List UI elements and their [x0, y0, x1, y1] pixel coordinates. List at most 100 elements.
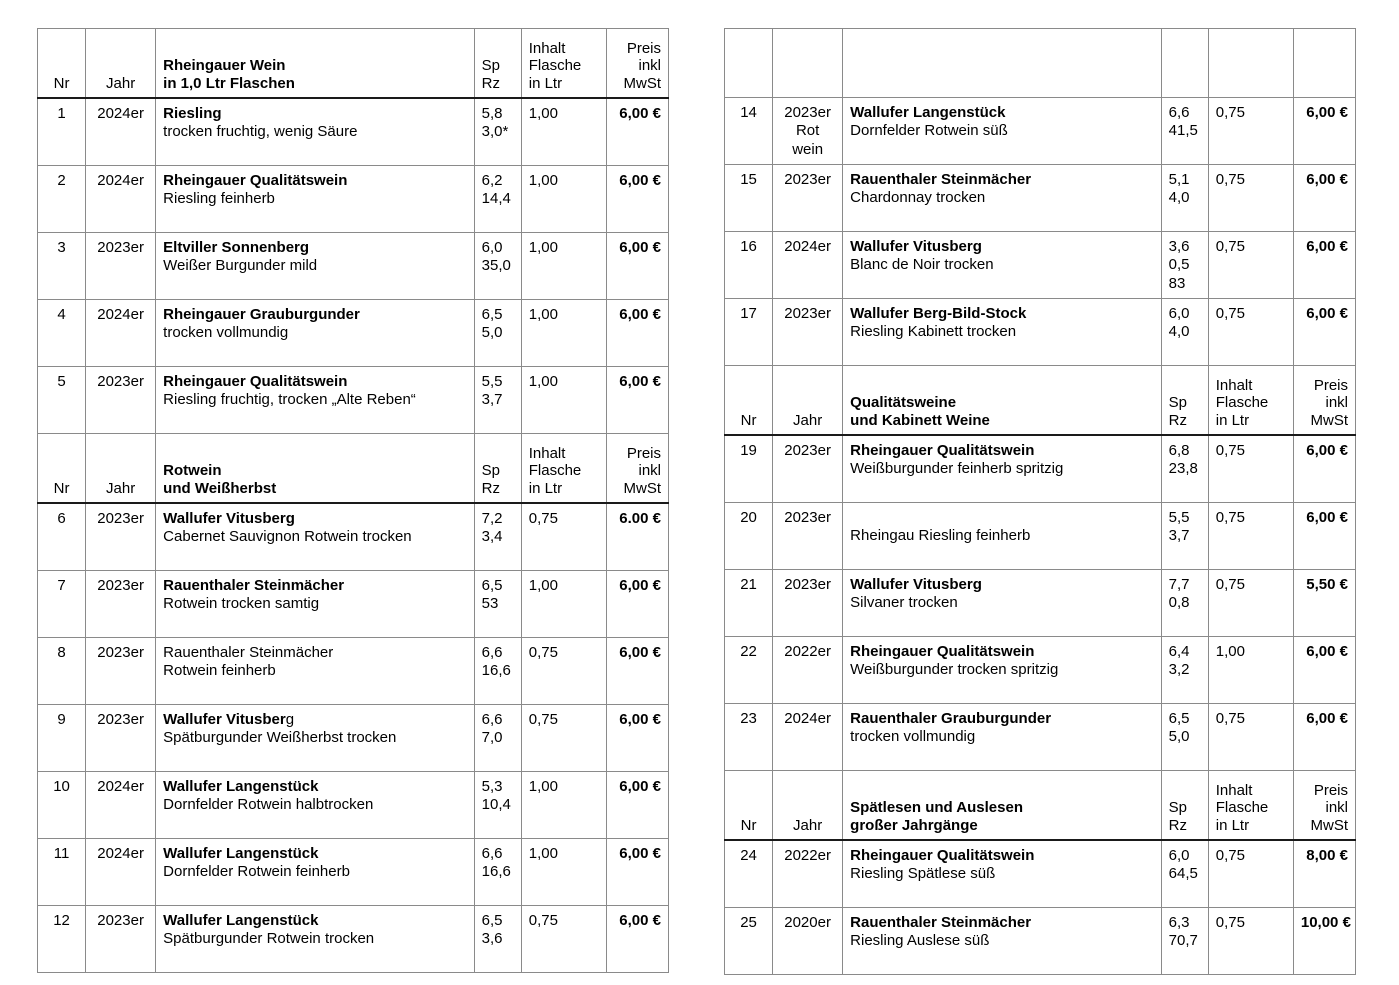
table-row: 16 2024er Wallufer Vitusberg Blanc de Noir … — [723, 231, 1357, 299]
wine-table-left: Nr Jahr Rheingauer Wein in 1,0 Ltr Flaschen… — [36, 28, 670, 973]
row-bottle-size: 1,00 — [520, 570, 607, 638]
row-sprz-line-2: 3,4 — [481, 528, 503, 546]
row-vintage: 2023er — [772, 164, 844, 232]
row-wine-description: Dornfelder Rotwein halbtrocken — [163, 796, 374, 814]
row-bottle-size-value: 0,75 — [1215, 171, 1245, 188]
header-cell-blank — [772, 28, 844, 98]
row-number-value: 16 — [740, 238, 757, 255]
row-sprz: 6,0 64,5 — [1160, 839, 1209, 908]
row-wine-name-line: Wallufer Berg-Bild-Stock — [850, 305, 1154, 323]
header-preis-line3: MwSt — [1310, 816, 1349, 834]
right-column: 14 2023er Rot wein Wallufer Langenstück Dornf… — [723, 28, 1357, 985]
row-sprz-line-2: 35,0 — [481, 257, 511, 275]
row-bottle-size: 0,75 — [1207, 434, 1294, 503]
section-title-line1: Spätlesen und Auslesen — [850, 799, 1023, 817]
row-number: 4 — [36, 299, 87, 367]
row-number-value: 20 — [740, 509, 757, 526]
header-rz-label: Rz — [481, 74, 501, 92]
row-price: 5,50 € — [1292, 569, 1357, 637]
row-wine-description: Rheingau Riesling feinherb — [850, 527, 1031, 545]
row-price-value: 6,00 € — [1306, 442, 1348, 459]
header-sprz: Sp Rz — [473, 28, 522, 99]
row-vintage-value: 2024er — [97, 172, 144, 189]
row-wine-name: Wallufer Langenstück — [163, 778, 319, 795]
row-sprz-line-2: 10,4 — [481, 796, 511, 814]
header-preis-line2: inkl — [638, 462, 661, 480]
row-sprz: 5,5 3,7 — [1160, 502, 1209, 570]
header-preis: Preis inkl MwSt — [605, 433, 670, 504]
row-price: 6,00 € — [605, 905, 670, 973]
header-preis: Preis inkl MwSt — [1292, 365, 1357, 436]
row-wine-description: Riesling Spätlese süß — [850, 865, 996, 883]
row-wine-description: Cabernet Sauvignon Rotwein trocken — [163, 528, 412, 546]
row-number: 12 — [36, 905, 87, 973]
row-price: 6,00 € — [1292, 703, 1357, 771]
row-price: 6,00 € — [605, 704, 670, 772]
row-bottle-size-value: 1,00 — [528, 845, 558, 862]
row-bottle-size-value: 1,00 — [528, 577, 558, 594]
row-sprz: 5,1 4,0 — [1160, 164, 1209, 232]
row-wine-description: Rotwein trocken samtig — [163, 595, 320, 613]
row-price-value: 6,00 € — [1306, 104, 1348, 121]
header-inhalt-line2: Flasche — [528, 462, 582, 480]
table-row: 2 2024er Rheingauer Qualitätswein Riesling … — [36, 165, 670, 233]
header-inhalt-line1: Inhalt — [1215, 376, 1253, 394]
wine-table-right: 14 2023er Rot wein Wallufer Langenstück Dornf… — [723, 28, 1357, 975]
table-row: 3 2023er Eltviller Sonnenberg Weißer Burgun… — [36, 232, 670, 300]
header-sp-label: Sp — [1168, 799, 1188, 817]
row-wine: Wallufer Langenstück Spätburgunder Rotwei… — [155, 905, 475, 973]
row-bottle-size-value: 0,75 — [1215, 104, 1245, 121]
row-number: 16 — [723, 231, 774, 299]
table-row: 1 2024er Riesling trocken fruchtig, wenig S… — [36, 97, 670, 166]
section-title: Qualitätsweine und Kabinett Weine — [842, 365, 1162, 436]
row-wine-name-line: Wallufer Vitusberg — [163, 510, 467, 528]
row-wine: Rheingauer Grauburgunder trocken vollmund… — [155, 299, 475, 367]
row-sprz: 6,0 35,0 — [473, 232, 522, 300]
row-number: 3 — [36, 232, 87, 300]
row-bottle-size: 1,00 — [520, 366, 607, 434]
row-number-value: 22 — [740, 643, 757, 660]
row-price: 6,00 € — [605, 570, 670, 638]
row-price-value: 6,00 € — [1306, 710, 1348, 727]
row-vintage-value: 2020er — [784, 914, 831, 931]
header-nr-label: Nr — [740, 816, 757, 834]
row-sprz-line-2: 16,6 — [481, 863, 511, 881]
section-header-row: Nr Jahr Rheingauer Wein in 1,0 Ltr Flaschen… — [36, 28, 670, 99]
table-row: 6 2023er Wallufer Vitusberg Cabernet Sauvig… — [36, 502, 670, 571]
header-jahr: Jahr — [85, 28, 157, 99]
row-number: 8 — [36, 637, 87, 705]
row-bottle-size: 0,75 — [520, 905, 607, 973]
row-price-value: 6,00 € — [1306, 509, 1348, 526]
row-wine-description: trocken fruchtig, wenig Säure — [163, 123, 358, 141]
header-sp-label: Sp — [481, 462, 501, 480]
row-wine-name-line: Rheingauer Qualitätswein — [163, 373, 467, 391]
row-wine-name: Riesling — [163, 105, 222, 122]
row-vintage-value: 2023er — [97, 711, 144, 728]
header-preis-line2: inkl — [638, 57, 661, 75]
row-wine-name-line: Rauenthaler Steinmächer — [163, 577, 467, 595]
row-price-value: 5,50 € — [1306, 576, 1348, 593]
row-wine-description: Rotwein feinherb — [163, 662, 276, 680]
row-number: 6 — [36, 502, 87, 571]
row-number: 23 — [723, 703, 774, 771]
header-preis-line2: inkl — [1325, 394, 1348, 412]
header-jahr: Jahr — [772, 365, 844, 436]
section-title-line2: in 1,0 Ltr Flaschen — [163, 74, 295, 92]
row-number-value: 15 — [740, 171, 757, 188]
row-sprz-line-2: 5,0 — [481, 324, 503, 342]
row-bottle-size: 0,75 — [1207, 907, 1294, 975]
row-sprz-line-1: 6,5 — [481, 577, 503, 594]
row-price: 10,00 € — [1292, 907, 1357, 975]
row-vintage-value: 2023er — [97, 912, 144, 929]
row-wine: Rheingauer Qualitätswein Riesling Spätles… — [842, 839, 1162, 908]
header-inhalt-line2: Flasche — [1215, 799, 1269, 817]
section-header-row: Nr Jahr Spätlesen und Auslesen großer Jahrg… — [723, 770, 1357, 841]
row-bottle-size: 0,75 — [1207, 569, 1294, 637]
table-row: 15 2023er Rauenthaler Steinmächer Chardonna… — [723, 164, 1357, 232]
row-wine-name-tail: g — [285, 711, 295, 728]
row-wine-name-line: Rauenthaler Grauburgunder — [850, 710, 1154, 728]
row-vintage-line3: wein — [792, 140, 824, 158]
row-vintage: 2023er — [85, 905, 157, 973]
row-sprz-line-2: 7,0 — [481, 729, 503, 747]
row-wine-description: trocken vollmundig — [163, 324, 289, 342]
